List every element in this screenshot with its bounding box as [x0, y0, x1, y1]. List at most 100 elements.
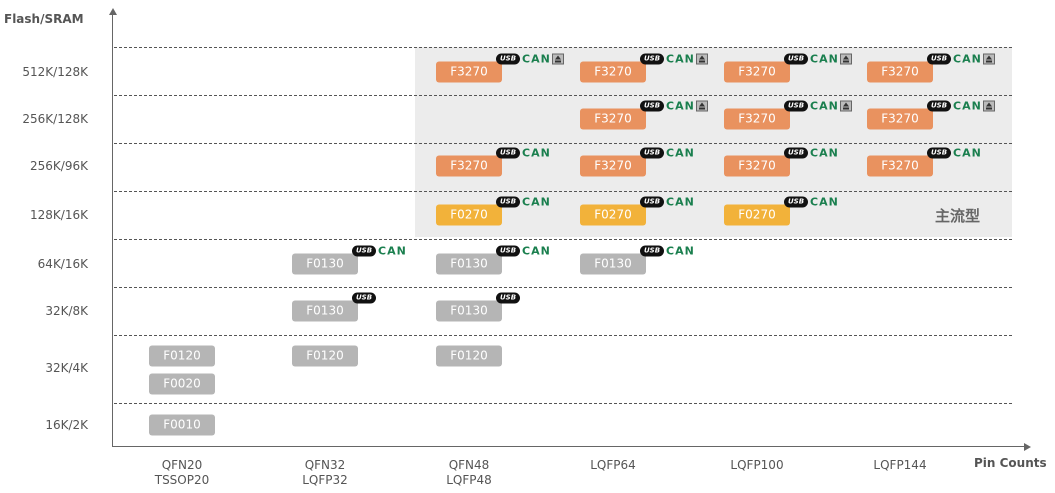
chip-label: F3270 — [594, 64, 632, 79]
usb-icon: USB — [352, 245, 376, 257]
can-label: CAN — [953, 52, 982, 66]
chip-f0130[interactable]: F0130 USB — [292, 292, 376, 322]
ethernet-icon — [983, 53, 995, 65]
can-label: CAN — [810, 52, 839, 66]
usb-icon: USB — [640, 245, 664, 257]
chip-f3270[interactable]: F3270 USB CAN — [724, 147, 838, 177]
chip-label: F3270 — [738, 111, 776, 126]
chip-label: F3270 — [881, 111, 919, 126]
can-label: CAN — [810, 99, 839, 113]
can-label: CAN — [522, 244, 551, 258]
can-label: CAN — [666, 244, 695, 258]
can-label: CAN — [522, 52, 551, 66]
y-tick-label: 256K/96K — [30, 159, 88, 173]
x-tick-line: QFN20 — [161, 458, 203, 472]
chip-label: F0130 — [306, 303, 344, 318]
x-tick-line: LQFP48 — [446, 473, 492, 487]
chip-f3270[interactable]: F3270 USB CAN — [580, 147, 694, 177]
chip-f3270[interactable]: F3270 USB CAN — [436, 147, 550, 177]
can-label: CAN — [522, 195, 551, 209]
chip-f0270[interactable]: F0270 USB CAN — [724, 196, 838, 226]
chip-f0020[interactable]: F0020 — [149, 373, 215, 395]
chip-label: F0120 — [306, 348, 344, 363]
chip-f0270[interactable]: F0270 USB CAN — [580, 196, 694, 226]
usb-icon: USB — [784, 196, 808, 208]
chip-f3270[interactable]: F3270 USB CAN — [867, 147, 981, 177]
chip-label: F0130 — [306, 256, 344, 271]
x-tick-line: LQFP144 — [873, 458, 927, 472]
chip-label: F3270 — [594, 158, 632, 173]
x-tick-line: QFN32 — [304, 458, 346, 472]
chip-f0130[interactable]: F0130 USB CAN — [436, 245, 550, 275]
usb-icon: USB — [927, 53, 951, 65]
chip-f0010[interactable]: F0010 — [149, 414, 215, 436]
x-tick-label: LQFP64 — [548, 458, 678, 473]
chip-label: F3270 — [881, 158, 919, 173]
x-tick-line: TSSOP20 — [154, 473, 210, 487]
chip-f0120[interactable]: F0120 — [436, 345, 502, 367]
y-tick-label: 256K/128K — [22, 112, 88, 126]
chip-f3270[interactable]: F3270 USB CAN — [436, 53, 564, 83]
y-tick-label: 32K/8K — [45, 304, 88, 318]
chip-f3270[interactable]: F3270 USB CAN — [724, 53, 852, 83]
chip-f3270[interactable]: F3270 USB CAN — [867, 53, 995, 83]
x-tick-line: LQFP100 — [730, 458, 784, 472]
usb-icon: USB — [496, 196, 520, 208]
chip-label: F0120 — [163, 348, 201, 363]
chip-f0120[interactable]: F0120 — [149, 345, 215, 367]
ethernet-icon — [983, 100, 995, 112]
grid-line — [114, 191, 1012, 192]
y-axis-title: Flash/SRAM — [4, 12, 84, 26]
y-tick-label: 16K/2K — [45, 418, 88, 432]
usb-icon: USB — [784, 100, 808, 112]
y-tick-label: 64K/16K — [37, 257, 88, 271]
y-axis — [112, 12, 113, 447]
ethernet-icon — [696, 100, 708, 112]
chip-label: F0130 — [594, 256, 632, 271]
grid-line — [114, 143, 1012, 144]
x-axis-title: Pin Counts — [974, 456, 1047, 470]
chip-f0270[interactable]: F0270 USB CAN — [436, 196, 550, 226]
x-tick-line: LQFP64 — [590, 458, 636, 472]
chip-f3270[interactable]: F3270 USB CAN — [580, 100, 708, 130]
chip-label: F0120 — [450, 348, 488, 363]
can-label: CAN — [378, 244, 407, 258]
chip-f3270[interactable]: F3270 USB CAN — [580, 53, 708, 83]
grid-line — [114, 95, 1012, 96]
y-axis-arrow-icon — [109, 8, 117, 15]
usb-icon: USB — [496, 53, 520, 65]
can-label: CAN — [810, 146, 839, 160]
usb-icon: USB — [496, 147, 520, 159]
usb-icon: USB — [352, 292, 376, 304]
chip-label: F0020 — [163, 376, 201, 391]
chip-label: F3270 — [738, 158, 776, 173]
grid-line — [114, 47, 1012, 48]
grid-line — [114, 239, 1012, 240]
grid-line — [114, 335, 1012, 336]
chip-label: F0010 — [163, 417, 201, 432]
chip-f0130[interactable]: F0130 USB CAN — [292, 245, 406, 275]
x-tick-line: LQFP32 — [302, 473, 348, 487]
usb-icon: USB — [640, 53, 664, 65]
usb-icon: USB — [640, 147, 664, 159]
chip-label: F0270 — [450, 207, 488, 222]
usb-icon: USB — [927, 147, 951, 159]
x-axis-arrow-icon — [1024, 443, 1031, 451]
usb-icon: USB — [496, 292, 520, 304]
chip-f0120[interactable]: F0120 — [292, 345, 358, 367]
ethernet-icon — [840, 53, 852, 65]
x-tick-label: QFN48 LQFP48 — [404, 458, 534, 488]
chip-label: F3270 — [450, 64, 488, 79]
chip-f0130[interactable]: F0130 USB CAN — [580, 245, 694, 275]
chip-label: F0270 — [738, 207, 776, 222]
usb-icon: USB — [496, 245, 520, 257]
chip-label: F3270 — [881, 64, 919, 79]
x-tick-label: QFN20 TSSOP20 — [117, 458, 247, 488]
chip-f0130[interactable]: F0130 USB — [436, 292, 520, 322]
chip-label: F3270 — [450, 158, 488, 173]
can-label: CAN — [666, 52, 695, 66]
chip-f3270[interactable]: F3270 USB CAN — [724, 100, 852, 130]
chip-f3270[interactable]: F3270 USB CAN — [867, 100, 995, 130]
usb-icon: USB — [640, 196, 664, 208]
